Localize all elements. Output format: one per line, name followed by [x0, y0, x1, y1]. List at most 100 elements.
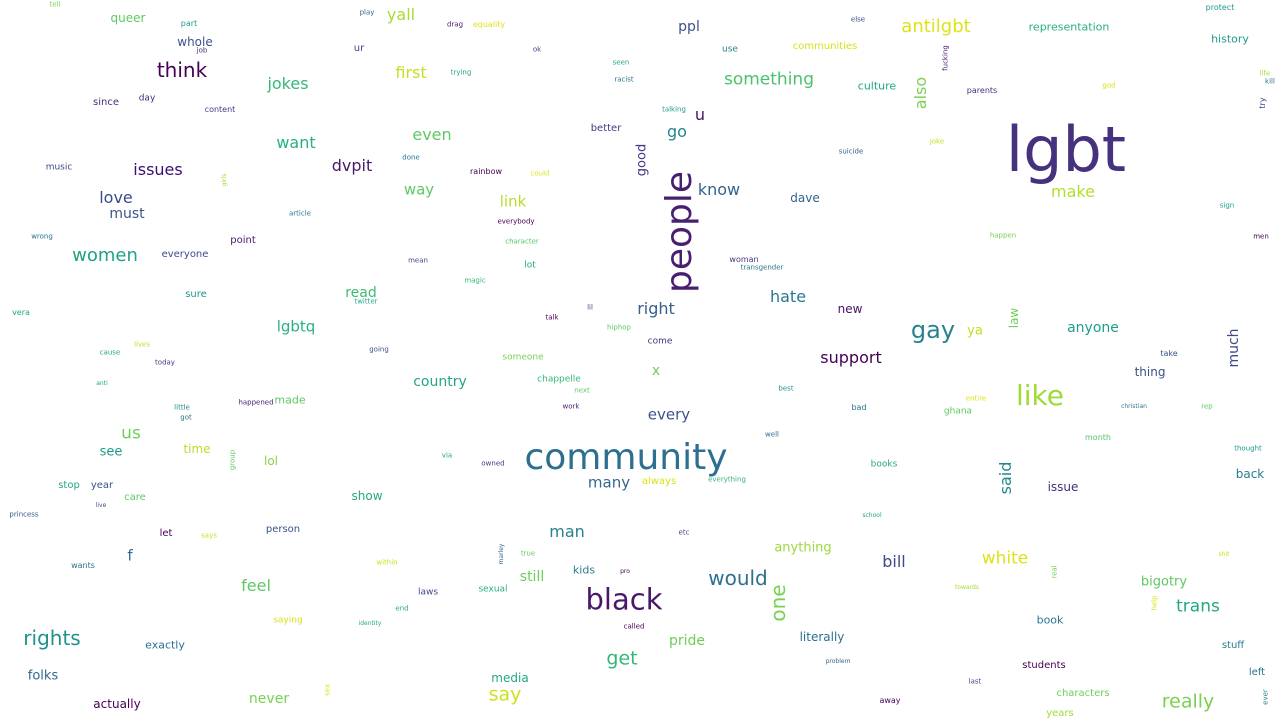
cloud-word: ok: [532, 45, 542, 54]
cloud-word: since: [93, 97, 119, 108]
cloud-word: use: [722, 44, 738, 55]
cloud-word: marley: [498, 543, 505, 565]
cloud-word: support: [820, 348, 882, 367]
cloud-word: cause: [99, 348, 121, 357]
cloud-word: trans: [1176, 596, 1220, 617]
cloud-word: said: [996, 461, 1015, 495]
cloud-word: u: [694, 105, 706, 124]
cloud-word: done: [402, 153, 420, 162]
cloud-word: sex: [323, 684, 332, 696]
cloud-word: one: [766, 584, 790, 622]
cloud-word: new: [837, 302, 863, 316]
cloud-word: back: [1235, 467, 1265, 481]
cloud-word: says: [201, 531, 217, 540]
cloud-word: identity: [358, 620, 382, 627]
cloud-word: parents: [966, 86, 998, 95]
cloud-word: little: [174, 403, 190, 412]
cloud-word: trying: [450, 68, 472, 77]
cloud-word: people: [659, 170, 700, 294]
cloud-word: even: [412, 125, 452, 144]
cloud-word: away: [879, 696, 901, 705]
cloud-word: us: [121, 423, 141, 444]
cloud-word: white: [981, 548, 1029, 569]
cloud-word: equality: [472, 20, 506, 29]
cloud-word: bad: [851, 403, 867, 412]
cloud-word: else: [850, 15, 866, 24]
cloud-word: way: [403, 180, 435, 199]
cloud-word: get: [606, 647, 638, 670]
cloud-word: rep: [1201, 402, 1213, 411]
cloud-word: protect: [1205, 3, 1235, 12]
cloud-word: better: [590, 123, 622, 134]
cloud-word: owned: [481, 459, 505, 468]
cloud-word: laws: [417, 587, 439, 598]
cloud-word: stop: [58, 480, 80, 491]
cloud-word: going: [369, 345, 389, 354]
cloud-word: seen: [612, 58, 630, 67]
cloud-word: many: [587, 473, 631, 492]
cloud-word: music: [45, 162, 73, 173]
cloud-word: play: [359, 8, 375, 17]
cloud-word: kids: [572, 563, 596, 577]
cloud-word: x: [651, 363, 661, 379]
cloud-word: want: [276, 133, 316, 152]
cloud-word: rights: [23, 626, 81, 650]
cloud-word: whole: [177, 35, 213, 49]
cloud-word: talk: [545, 313, 559, 322]
cloud-word: hiphop: [607, 323, 631, 332]
cloud-word: vera: [12, 308, 30, 317]
cloud-word: joke: [929, 137, 945, 146]
cloud-word: link: [499, 192, 527, 211]
cloud-word: still: [519, 569, 545, 585]
cloud-word: fucking: [941, 45, 950, 71]
cloud-word: article: [289, 209, 311, 218]
cloud-word: communities: [792, 41, 858, 52]
cloud-word: day: [138, 93, 156, 104]
cloud-word: someone: [502, 352, 544, 363]
cloud-word: first: [395, 63, 427, 82]
cloud-word: sure: [185, 289, 207, 300]
cloud-word: issue: [1047, 480, 1079, 494]
cloud-word: women: [72, 245, 138, 266]
cloud-word: see: [99, 444, 123, 460]
cloud-word: feel: [241, 576, 271, 595]
cloud-word: right: [637, 299, 675, 318]
cloud-word: everything: [708, 475, 746, 484]
cloud-word: kill: [1265, 77, 1275, 86]
cloud-word: anything: [774, 540, 832, 556]
cloud-word: bigotry: [1140, 574, 1188, 590]
cloud-word: everyone: [161, 249, 209, 260]
cloud-word: problem: [825, 658, 851, 665]
cloud-word: stuff: [1221, 640, 1245, 651]
cloud-word: ur: [353, 43, 365, 54]
cloud-word: got: [180, 413, 192, 422]
cloud-word: today: [155, 358, 175, 367]
cloud-word: suicide: [838, 147, 864, 156]
cloud-word: magic: [464, 276, 486, 285]
cloud-word: must: [109, 206, 145, 222]
cloud-word: let: [159, 528, 173, 539]
cloud-word: made: [274, 393, 306, 407]
cloud-word: month: [1085, 433, 1111, 442]
cloud-word: show: [351, 489, 383, 503]
cloud-word: men: [1253, 232, 1269, 241]
cloud-word: queer: [110, 11, 146, 25]
cloud-word: hate: [769, 287, 807, 306]
cloud-word: say: [488, 683, 522, 706]
cloud-word: real: [1050, 565, 1059, 579]
cloud-word: group: [228, 449, 237, 471]
cloud-word: black: [585, 582, 663, 617]
cloud-word: characters: [1056, 688, 1110, 699]
cloud-word: left: [1248, 667, 1266, 678]
cloud-word: actually: [93, 697, 141, 711]
cloud-word: everybody: [497, 217, 535, 226]
cloud-word: something: [723, 69, 815, 90]
cloud-word: girls: [221, 173, 228, 187]
cloud-word: christian: [1121, 403, 1147, 410]
cloud-word: bill: [882, 552, 906, 571]
cloud-word: always: [641, 476, 677, 487]
cloud-word: ever: [1261, 689, 1270, 705]
cloud-word: country: [413, 374, 467, 390]
cloud-word: would: [708, 566, 768, 590]
